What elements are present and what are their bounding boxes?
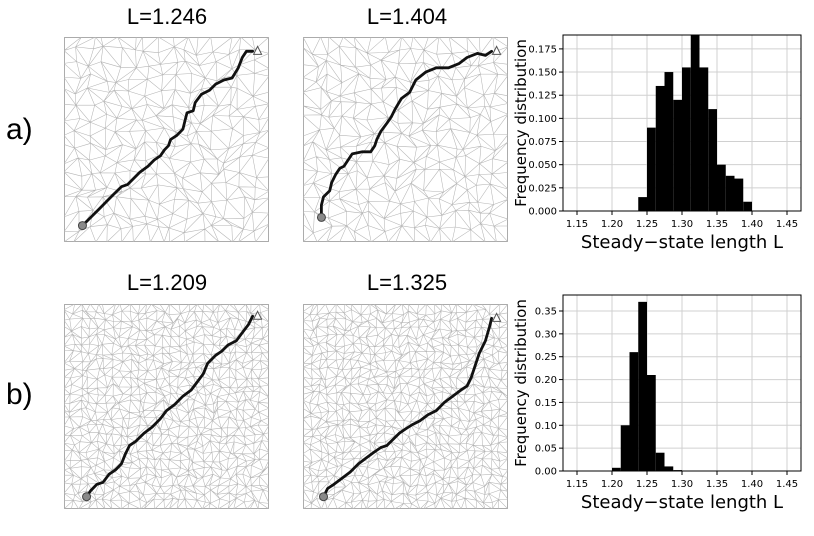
y-tick-label: 0.050: [528, 160, 557, 171]
y-tick-label: 0.00: [535, 467, 557, 478]
y-tick-label: 0.15: [535, 398, 557, 409]
histogram-bar: [664, 72, 674, 211]
panel-title-b1: L=1.209: [126, 270, 208, 295]
histogram-bar: [612, 467, 621, 471]
y-tick-label: 0.25: [535, 352, 557, 363]
histogram-bar: [647, 127, 656, 211]
y-tick-label: 0.100: [528, 114, 557, 125]
start-point-marker: [82, 492, 92, 502]
histogram-bar: [655, 85, 665, 211]
histogram-bar: [647, 375, 656, 471]
path-line: [322, 316, 494, 499]
x-tick-label: 1.30: [671, 219, 693, 230]
histogram-bar: [629, 352, 639, 471]
histogram-bar: [743, 201, 752, 211]
end-point-marker: [491, 312, 502, 322]
x-tick-label: 1.15: [566, 479, 588, 490]
y-axis-label: Frequency distribution: [512, 299, 530, 467]
start-point-marker: [77, 221, 87, 231]
y-tick-label: 0.150: [528, 68, 557, 79]
x-tick-label: 1.40: [741, 219, 763, 230]
y-tick-label: 0.075: [528, 137, 557, 148]
x-tick-label: 1.20: [601, 219, 623, 230]
x-tick-label: 1.40: [741, 479, 763, 490]
y-tick-label: 0.000: [528, 207, 557, 218]
x-tick-label: 1.25: [636, 479, 658, 490]
histogram-bar: [682, 67, 691, 211]
y-axis-label: Frequency distribution: [512, 39, 530, 207]
histogram-bar: [690, 35, 700, 211]
histogram-bar: [699, 67, 709, 211]
end-point-marker: [491, 45, 502, 55]
x-tick-label: 1.35: [706, 219, 728, 230]
histogram-bar: [725, 175, 735, 211]
x-axis-label: Steady−state length L: [581, 232, 783, 253]
panel-title-a2: L=1.404: [366, 4, 448, 29]
mesh-panel-b1: [64, 304, 269, 509]
end-point-marker: [252, 310, 263, 320]
mesh-panel-b2: [303, 304, 508, 509]
row-label-b: b): [6, 378, 33, 411]
histogram-bar: [664, 466, 674, 471]
mesh-panel-a1: [64, 37, 269, 242]
y-tick-label: 0.025: [528, 183, 557, 194]
histogram-b: 1.15 1.20 1.25 1.30 1.35 1.40 1.45 0.00 0.05 0.10…: [510, 290, 810, 530]
path-line: [85, 314, 255, 499]
path-line: [80, 49, 255, 228]
y-tick-label: 0.20: [535, 375, 557, 386]
x-axis-label: Steady−state length L: [581, 492, 783, 513]
y-tick-label: 0.175: [528, 44, 557, 55]
histogram-bar: [673, 99, 682, 211]
histogram-bar: [708, 109, 717, 211]
histogram-bar: [655, 452, 665, 471]
y-tick-label: 0.10: [535, 421, 557, 432]
mesh-panel-a2: [303, 37, 508, 242]
histogram-bar: [734, 178, 744, 211]
panel-title-a1: L=1.246: [126, 4, 208, 29]
y-tick-label: 0.30: [535, 329, 557, 340]
x-tick-label: 1.35: [706, 479, 728, 490]
y-tick-label: 0.35: [535, 307, 557, 318]
panel-title-b2: L=1.325: [366, 270, 448, 295]
x-tick-label: 1.20: [601, 479, 623, 490]
histogram-bar: [717, 164, 726, 211]
end-point-marker: [252, 45, 263, 55]
x-tick-label: 1.45: [776, 479, 798, 490]
start-point-marker: [319, 492, 328, 502]
y-tick-label: 0.125: [528, 91, 557, 102]
histogram-bar: [638, 197, 647, 211]
x-tick-label: 1.15: [566, 219, 588, 230]
path-line: [319, 49, 494, 219]
y-tick-label: 0.05: [535, 444, 557, 455]
histogram-bar: [620, 425, 630, 471]
row-label-a: a): [6, 113, 33, 146]
histogram-bar: [638, 301, 647, 471]
histogram-a: 1.15 1.20 1.25 1.30 1.35 1.40 1.45 0.000 0.025 0.…: [510, 30, 810, 270]
x-tick-label: 1.45: [776, 219, 798, 230]
x-tick-label: 1.30: [671, 479, 693, 490]
start-point-marker: [316, 212, 326, 222]
x-tick-label: 1.25: [636, 219, 658, 230]
